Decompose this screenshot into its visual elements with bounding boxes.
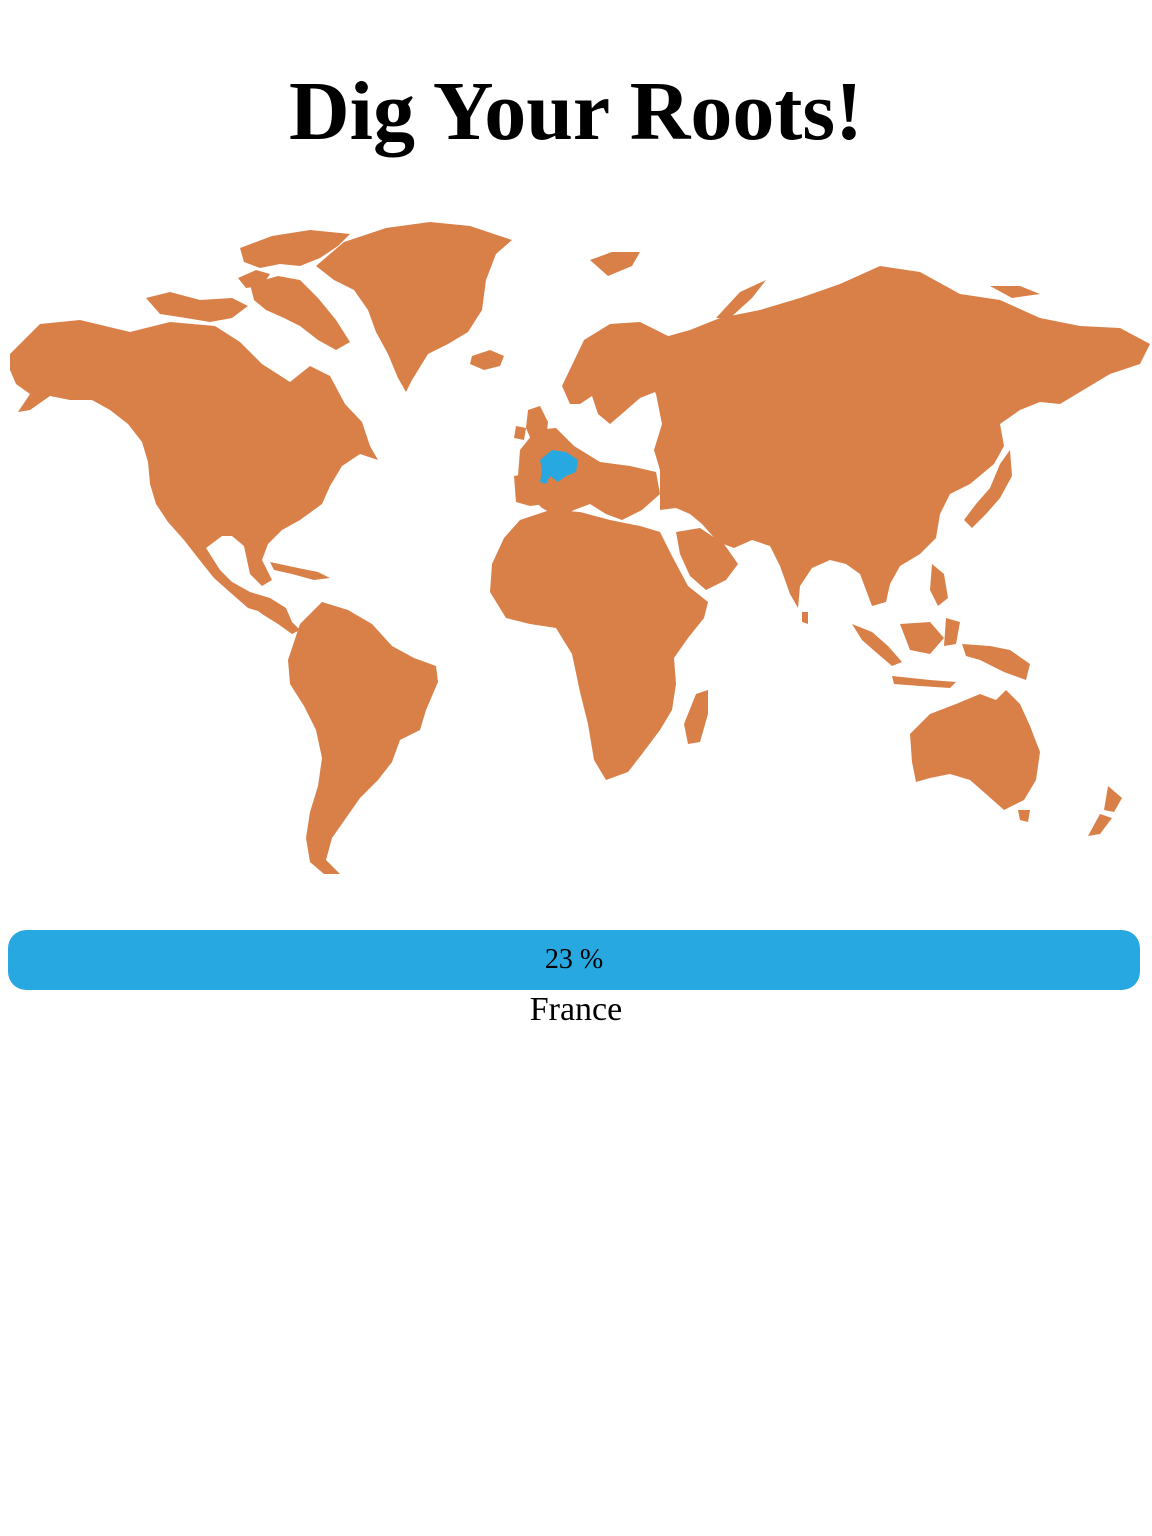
landmass-severnaya-zemlya xyxy=(990,286,1040,298)
world-map-landmasses xyxy=(10,222,1150,874)
ancestry-country-name: France xyxy=(529,991,623,1028)
landmass-arctic-islands xyxy=(146,292,248,322)
ancestry-progress-fill xyxy=(8,930,1140,990)
landmass-arctic-islands-3 xyxy=(238,270,270,288)
landmass-new-zealand xyxy=(1088,786,1122,836)
landmass-greenland xyxy=(316,222,512,392)
ancestry-progress-bar: 23 % xyxy=(8,930,1140,990)
ancestry-percent-label: 23 % xyxy=(544,944,604,975)
landmass-central-america xyxy=(232,582,300,634)
landmass-italy xyxy=(584,474,624,516)
landmass-africa xyxy=(490,510,708,780)
landmass-south-america xyxy=(288,602,438,874)
landmass-caribbean xyxy=(270,562,330,580)
landmass-sri-lanka xyxy=(802,612,808,624)
landmass-british-isles xyxy=(514,406,548,442)
landmass-iceland xyxy=(470,350,504,370)
landmass-madagascar xyxy=(684,690,708,744)
landmass-southeast-asia-islands xyxy=(852,564,1030,688)
page-title: Dig Your Roots! xyxy=(288,65,863,158)
landmass-baffin-island xyxy=(250,276,350,350)
landmass-arabia xyxy=(676,528,738,590)
highlighted-country-france[interactable] xyxy=(540,450,578,484)
landmass-north-america xyxy=(10,320,378,624)
landmass-svalbard xyxy=(590,252,640,276)
landmass-novaya-zemlya xyxy=(716,280,766,318)
landmass-asia xyxy=(640,266,1150,608)
landmass-arctic-islands-2 xyxy=(240,230,350,268)
world-map-svg xyxy=(10,222,1150,874)
world-map[interactable] xyxy=(0,214,1152,884)
landmass-tasmania xyxy=(1018,810,1030,822)
landmass-japan xyxy=(964,450,1012,528)
landmass-australia xyxy=(910,690,1040,810)
